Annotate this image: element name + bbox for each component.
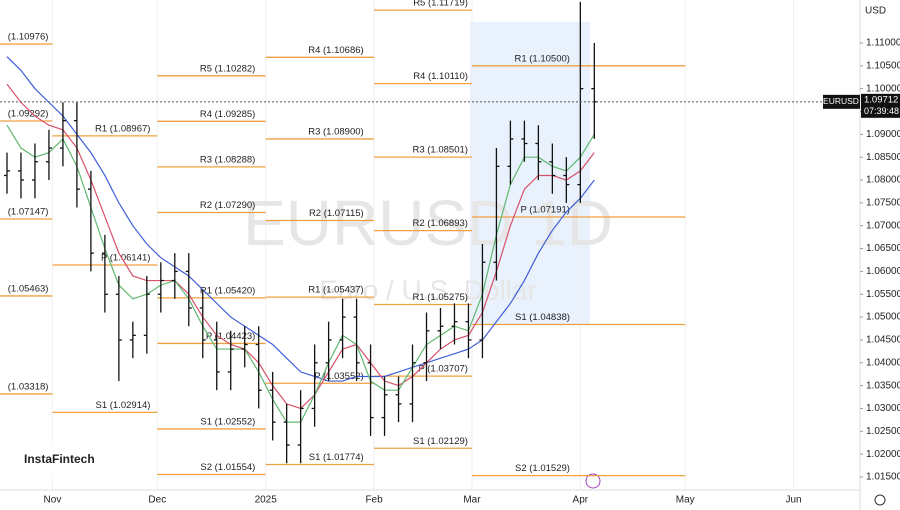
x-tick-label: Nov [44,495,62,506]
event-icon[interactable] [585,473,601,489]
pivot-label: P (1.03707) [418,364,467,375]
currency[interactable]: USD [865,6,886,17]
pivot-label: R3 (1.08288) [200,154,255,165]
pivot-label: P (1.07191) [520,205,569,216]
pivot-label: S1 (1.02914) [96,400,151,411]
pivot-label: S1 (1.02129) [413,436,468,447]
y-tick-label: 1.08000 [866,175,900,186]
y-tick-label: 1.04000 [866,357,900,368]
x-tick-label: 2025 [255,495,278,506]
pivot-label: R5 (1.11719) [413,0,468,9]
pivot-label: R1 (1.08967) [95,123,150,134]
pivot-label: S1 (1.04838) [515,312,570,323]
pivot-label: R5 (1.10282) [200,63,255,74]
pivot-label: R4 (1.09285) [200,109,255,120]
y-tick-label: 1.04500 [866,335,900,346]
pivot-label: (1.10976) [8,32,49,43]
symbol-label: EURUSD [823,96,859,106]
countdown-label: 07:39:48 [864,106,899,116]
pivot-label: R1 (1.05275) [412,292,467,303]
x-tick-label: Apr [573,495,589,506]
y-tick-label: 1.05000 [866,312,900,323]
price-tag [861,93,900,118]
pivot-label: R1 (1.05437) [308,285,363,296]
y-tick-label: 1.10000 [866,83,900,94]
pivot-label: R3 (1.08900) [308,126,363,137]
pivot-label: R4 (1.10110) [413,71,468,82]
x-tick-label: Dec [148,495,166,506]
moving-average [6,56,595,382]
y-tick-label: 1.10500 [866,60,900,71]
y-tick-label: 1.08500 [866,152,900,163]
y-tick-label: 1.06500 [866,243,900,254]
pivot-label: R3 (1.08501) [412,145,467,156]
symbol-tag [823,94,860,109]
brand-box [10,442,130,478]
pivot-label: R4 (1.10686) [308,45,363,56]
x-tick-label: Jun [786,495,802,506]
y-tick-label: 1.03500 [866,380,900,391]
pivot-label: R2 (1.07115) [309,208,364,219]
y-tick-label: 1.06000 [866,266,900,277]
pivot-label: S1 (1.01774) [309,452,364,463]
y-tick-label: 1.02500 [866,426,900,437]
y-tick-label: 1.07500 [866,198,900,209]
pivot-label: (1.03318) [8,381,49,392]
x-tick-label: Feb [365,495,383,506]
pivot-label: P (1.03552) [314,371,363,382]
y-tick-label: 1.07000 [866,220,900,231]
pivot-label: R1 (1.05420) [200,285,255,296]
pivot-label: (1.05463) [8,283,49,294]
pivot-label: R2 (1.07290) [200,200,255,211]
y-tick-label: 1.01500 [866,472,900,483]
pivot-label: S2 (1.01529) [515,463,570,474]
y-tick-label: 1.02000 [866,449,900,460]
settings-icon[interactable] [874,494,886,506]
price-tag-label: 1.09712 [864,94,898,105]
pivot-label: S1 (1.02552) [200,416,255,427]
y-tick-label: 1.09000 [866,129,900,140]
pivot-label: R2 (1.06893) [412,218,467,229]
y-tick-label: 1.11000 [866,38,900,49]
x-tick-label: May [676,495,695,506]
watermark-subtitle: Euro / U.S. Dollar [319,274,537,305]
watermark: EURUSD 1D [243,187,613,259]
pivot-label: R1 (1.10500) [514,53,569,64]
brand: InstaFintech [24,452,95,466]
pivot-label: (1.09292) [8,109,49,120]
pivot-label: S2 (1.01554) [200,462,255,473]
pivot-label: P (1.06141) [101,252,150,263]
volume-profile-area [470,22,590,325]
x-tick-label: Mar [463,495,481,506]
pivot-label: (1.07147) [8,207,49,218]
y-tick-label: 1.05500 [866,289,900,300]
y-tick-label: 1.03000 [866,403,900,414]
